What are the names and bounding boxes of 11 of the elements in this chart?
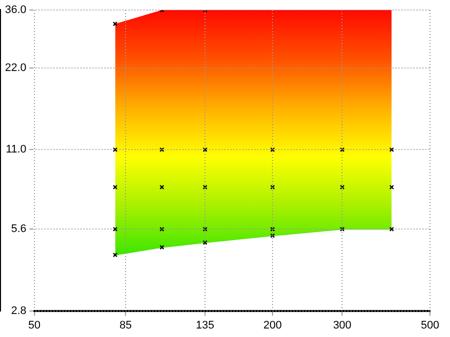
x-tick-label: 50 — [28, 319, 41, 332]
y-tick-label: 11.0 — [6, 144, 26, 156]
x-tick-label: 85 — [119, 319, 132, 332]
y-tick-label: 22.0 — [4, 62, 26, 74]
y-tick-label: 5.6 — [11, 223, 26, 236]
y-tick-label: 36.0 — [4, 4, 26, 16]
y-tick-label: 2.8 — [11, 304, 26, 317]
x-tick-label: 135 — [196, 319, 214, 332]
x-tick-label: 500 — [420, 319, 440, 332]
x-tick-label: 200 — [263, 319, 282, 332]
x-tick-label: 300 — [333, 319, 352, 332]
